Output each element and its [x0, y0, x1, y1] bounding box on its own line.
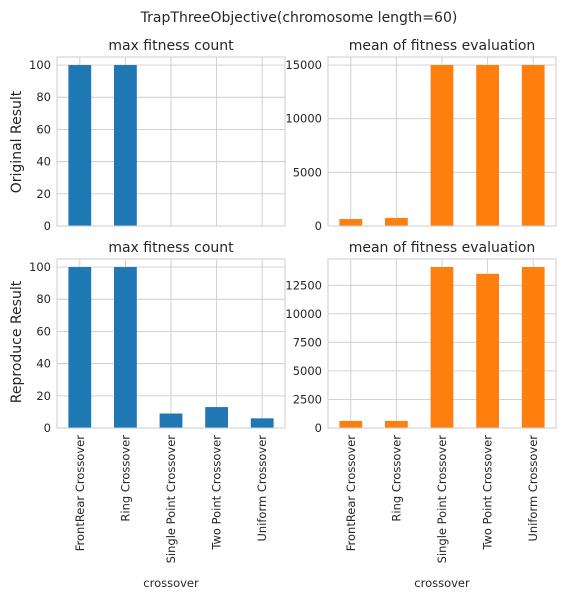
y-tick-label: 10000 [285, 307, 322, 321]
y-tick-label: 15000 [285, 58, 322, 72]
x-axis-label: crossover [143, 576, 199, 590]
y-tick-label: 40 [36, 357, 51, 371]
chart-panel-reproduce-mean-evaluation: 0 2500 5000 7500 10000 12500 mean of fitness e… [285, 240, 557, 590]
x-tick-label: Single Point Crossover [435, 435, 449, 564]
bar-frontrear-crossover [339, 219, 363, 226]
plot-frame [327, 56, 557, 227]
bar-ring-crossover [114, 267, 137, 428]
bar-frontrear-crossover [339, 420, 363, 428]
plot-frame [56, 258, 286, 429]
y-tick-label: 0 [315, 421, 322, 435]
x-tick-label: Uniform Crossover [255, 435, 269, 542]
bar-uniform-crossover [250, 418, 274, 428]
x-tick-label: Ring Crossover [118, 435, 132, 522]
panel-title: max fitness count [108, 38, 234, 54]
figure-title: TrapThreeObjective(chromosome length=60) [140, 10, 458, 26]
chart-panel-reproduce-max-fitness: 0 20 40 60 80 100 max fitness count FrontRear C… [29, 240, 286, 590]
y-tick-label: 0 [44, 219, 51, 233]
bar-uniform-crossover [521, 266, 545, 428]
y-tick-label: 40 [36, 155, 51, 169]
x-tick-label: Ring Crossover [389, 435, 403, 522]
x-tick-label: Two Point Crossover [481, 435, 495, 551]
x-tick-label: FrontRear Crossover [73, 435, 87, 552]
y-tick-label: 80 [36, 292, 51, 306]
y-tick-label: 20 [36, 187, 51, 201]
y-tick-label: 5000 [293, 165, 322, 179]
bar-frontrear-crossover [68, 65, 92, 226]
bar-single-point-crossover [430, 266, 454, 428]
row-label-reproduce: Reproduce Result [9, 280, 25, 403]
y-tick-label: 0 [315, 219, 322, 233]
bar-frontrear-crossover [68, 267, 92, 428]
y-tick-label: 60 [36, 324, 51, 338]
y-tick-label: 20 [36, 389, 51, 403]
bar-uniform-crossover [521, 65, 545, 226]
chart-panel-original-mean-evaluation: 0 5000 10000 15000 mean of fitness evaluatio… [285, 38, 557, 233]
bar-ring-crossover [385, 217, 408, 226]
y-tick-label: 80 [36, 90, 51, 104]
panel-title: mean of fitness evaluation [349, 38, 536, 54]
bar-two-point-crossover [476, 273, 499, 428]
x-tick-label: Two Point Crossover [210, 435, 224, 551]
y-tick-label: 7500 [293, 335, 322, 349]
y-tick-label: 10000 [285, 112, 322, 126]
y-tick-label: 60 [36, 122, 51, 136]
y-tick-label: 12500 [285, 278, 322, 292]
chart-panel-original-max-fitness: 0 20 40 60 80 100 max fitness count [29, 38, 286, 233]
panel-title: max fitness count [108, 240, 234, 256]
bar-two-point-crossover [205, 407, 228, 428]
y-tick-label: 100 [29, 260, 51, 274]
x-tick-label: Single Point Crossover [164, 435, 178, 564]
x-tick-label: Uniform Crossover [526, 435, 540, 542]
panel-title: mean of fitness evaluation [349, 240, 536, 256]
bar-two-point-crossover [476, 65, 499, 226]
row-label-original: Original Result [9, 90, 25, 193]
plot-frame [327, 258, 557, 429]
y-tick-label: 5000 [293, 364, 322, 378]
x-axis-label: crossover [414, 576, 470, 590]
bar-ring-crossover [385, 420, 408, 428]
bar-single-point-crossover [430, 65, 454, 226]
y-tick-label: 100 [29, 58, 51, 72]
bar-single-point-crossover [159, 413, 183, 428]
x-tick-label: FrontRear Crossover [344, 435, 358, 552]
y-tick-label: 2500 [293, 392, 322, 406]
y-tick-label: 0 [44, 421, 51, 435]
bar-ring-crossover [114, 65, 137, 226]
plot-frame [56, 56, 286, 227]
